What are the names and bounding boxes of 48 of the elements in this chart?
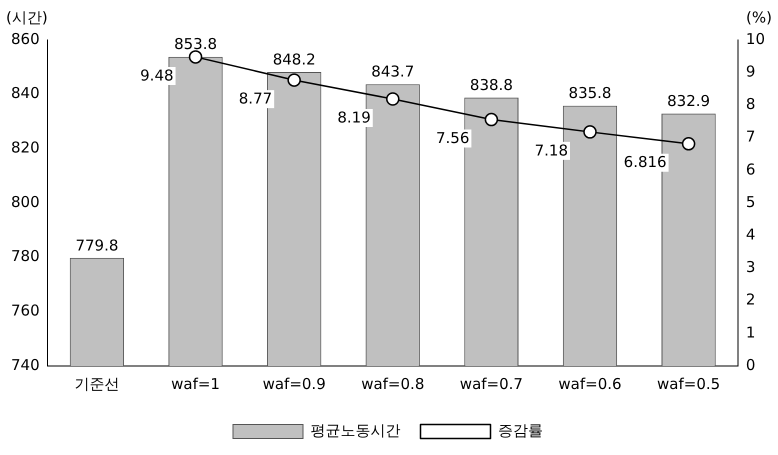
- y2-tick-label: 0: [746, 356, 756, 374]
- y-tick-label: 780: [10, 247, 40, 266]
- data-label: 848.2: [272, 50, 316, 68]
- data-label: 7.56: [436, 128, 470, 147]
- x-tick-label: waf=0.7: [460, 374, 523, 393]
- data-label: 7.18: [534, 141, 568, 160]
- y2-tick-label: 1: [746, 323, 756, 342]
- data-label: 853.8: [174, 35, 218, 54]
- y-tick-label: 840: [10, 84, 40, 102]
- x-tick-label: waf=1: [171, 374, 220, 393]
- y2-axis-title: (%): [746, 8, 772, 26]
- data-label: 835.8: [568, 84, 612, 102]
- y-tick-label: 820: [10, 138, 40, 157]
- point: [484, 112, 498, 126]
- x-tick-label: 기준선: [74, 374, 120, 393]
- point: [188, 50, 202, 64]
- point: [386, 92, 400, 106]
- data-label: 843.7: [371, 62, 414, 81]
- y2-tick-label: 8: [746, 95, 756, 114]
- data-label: 832.9: [667, 92, 710, 110]
- point: [583, 125, 597, 139]
- legend-label: 증감률: [498, 421, 543, 440]
- y-tick-label: 860: [10, 30, 40, 48]
- x-tick-label: waf=0.6: [558, 374, 622, 393]
- x-tick-label: waf=0.8: [361, 374, 424, 393]
- y2-tick-label: 5: [746, 192, 756, 211]
- y-axis-title: (시간): [6, 8, 48, 26]
- point: [287, 73, 301, 87]
- data-label: 8.77: [238, 89, 272, 108]
- y2-tick-label: 7: [746, 128, 756, 146]
- data-label: 779.8: [75, 236, 118, 254]
- y-tick-label: 740: [10, 356, 40, 374]
- y2-tick-label: 6: [746, 160, 756, 178]
- data-label: 8.19: [337, 108, 371, 126]
- x-tick-label: waf=0.9: [262, 374, 326, 393]
- y2-tick-label: 2: [746, 290, 756, 309]
- data-label: 6.816: [624, 153, 667, 172]
- point: [682, 137, 696, 151]
- x-tick-label: waf=0.5: [657, 374, 720, 393]
- y-tick-label: 760: [10, 302, 40, 320]
- y2-tick-label: 4: [746, 225, 756, 244]
- y-tick-label: 800: [10, 192, 40, 211]
- y2-tick-label: 9: [746, 62, 756, 80]
- y2-tick-label: 10: [746, 30, 766, 48]
- data-label: 838.8: [470, 76, 513, 94]
- legend-label: 평균노동시간: [310, 421, 400, 440]
- y2-tick-label: 3: [746, 258, 756, 276]
- data-label: 9.48: [140, 66, 174, 84]
